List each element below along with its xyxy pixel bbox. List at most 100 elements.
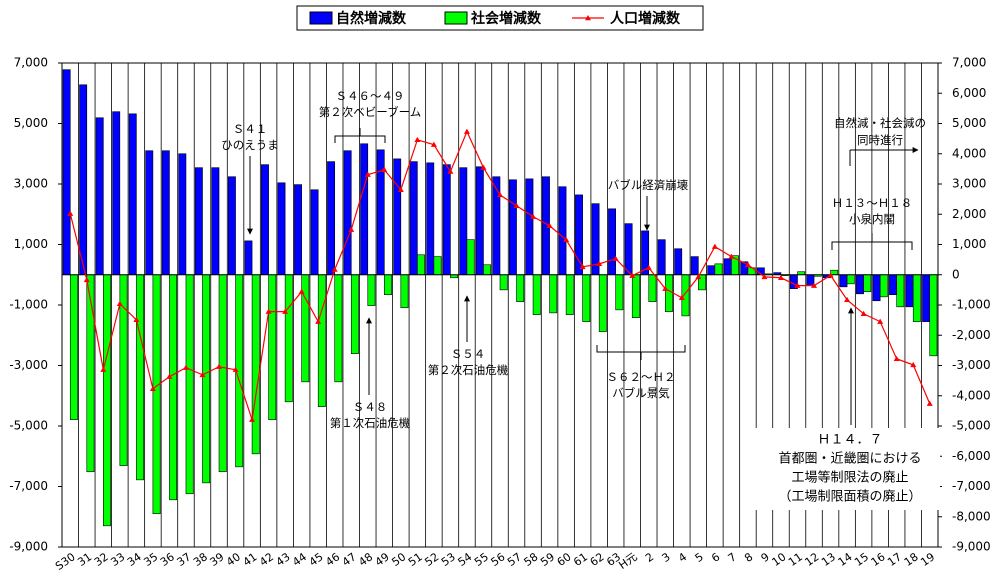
bar [244,240,253,276]
line-marker [794,282,801,288]
bar [417,254,425,276]
bar [128,113,137,276]
x-tick-label: 46 [323,550,342,569]
bar [294,184,302,276]
line-marker [629,272,636,278]
x-tick-label: H元 [616,550,639,572]
x-tick-label: 14 [836,550,855,569]
line-marker [761,273,768,280]
annotation: 首都圏・近畿圏における [778,452,921,467]
bar [350,274,359,355]
bar [707,265,716,276]
bar [872,274,881,302]
x-tick-label: S30 [53,550,78,573]
line-marker [149,385,156,391]
bar [582,274,591,322]
bar [806,274,815,286]
x-tick-label: 35 [141,550,160,569]
bar [466,239,475,276]
bar [69,274,78,420]
annotation: Ｓ４１ [233,122,268,136]
annotation: Ｓ５４ [451,347,486,361]
bar [631,274,640,319]
annotation: Ｓ６２～Ｈ２ [607,370,676,384]
y-tick-label: -9,000 [9,540,48,554]
x-tick-label: 59 [538,550,557,569]
line-marker [265,308,272,314]
annotation: 小泉内閣 [849,212,895,226]
bar [905,274,914,308]
y2-tick-label: 3,000 [952,177,986,191]
legend-swatch [309,11,333,25]
annotation: Ｓ４６～４９ [336,89,405,103]
line-marker [596,260,603,267]
line-marker [67,210,74,216]
bar [575,194,583,276]
bar [277,182,286,276]
bar [624,223,633,276]
annotation: Ｈ１４．７ [817,433,882,448]
x-tick-label: 15 [852,550,871,569]
line-marker [728,253,735,259]
bar [145,150,154,276]
x-tick-label: 58 [522,550,541,569]
line-marker [133,316,140,323]
bar [879,274,888,298]
x-tick-label: 49 [373,550,392,569]
bar [384,274,392,296]
legend-swatch [444,11,468,25]
line-marker [414,136,421,143]
bar [714,263,723,276]
line-marker [381,166,388,172]
bar [227,176,236,276]
line-marker [100,366,107,372]
line-marker [744,261,751,267]
bar [856,274,864,295]
bar [492,176,501,276]
bar [334,274,343,383]
bar [86,274,95,472]
line-marker [249,416,256,422]
y-tick-label: 7,000 [14,56,48,70]
x-tick-label: 44 [290,550,309,569]
bar [896,274,905,308]
line-marker [662,285,669,291]
x-tick-label: 31 [75,550,94,569]
bar [218,274,227,472]
bar [79,84,88,276]
bar [426,162,435,276]
annotation: ひのえうま [221,138,279,152]
line-marker [315,318,322,324]
line-marker [116,300,123,306]
line-marker [83,276,90,283]
x-tick-label: 42 [257,550,276,569]
line-marker [216,363,223,369]
x-tick-label: 55 [472,550,491,569]
legend-label: 人口増減数 [610,10,681,27]
y2-tick-label: 4,000 [952,146,986,160]
annotation: 第２次石油危機 [428,363,509,377]
bar [846,274,855,285]
x-tick-label: 16 [869,550,888,569]
bar [549,274,558,314]
bar [532,274,541,315]
y2-tick-label: 7,000 [952,56,986,70]
annotation: Ｈ１３～Ｈ１８ [832,196,913,210]
legend-label: 自然増減数 [336,10,407,27]
y-tick-label: -3,000 [9,358,48,372]
x-tick-label: 34 [125,550,144,569]
line-marker [182,364,189,370]
y-tick-label: -7,000 [9,479,48,493]
line-marker [430,141,437,147]
y2-tick-label: -1,000 [952,298,991,312]
bar [525,178,534,276]
x-tick-label: 53 [439,550,458,569]
bar [393,158,402,276]
line-marker [546,222,553,228]
line-marker [695,273,702,280]
bar [830,269,839,276]
bar [723,258,732,276]
bar [558,186,567,276]
y2-tick-label: -9,000 [952,540,991,554]
line-marker [364,171,371,177]
